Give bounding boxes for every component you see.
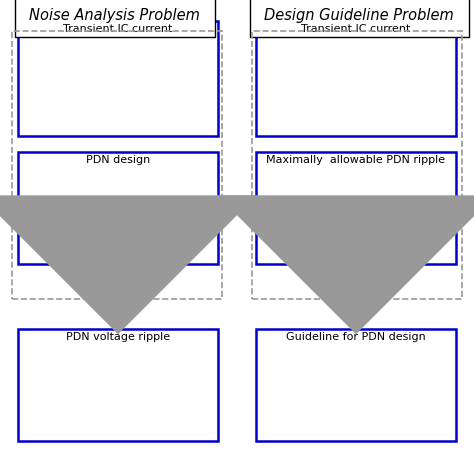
Text: Noise Analysis Problem: Noise Analysis Problem (29, 8, 200, 23)
X-axis label: time: time (108, 110, 130, 120)
Y-axis label: Current: Current (36, 55, 46, 91)
Y-axis label: Current: Current (274, 55, 284, 91)
X-axis label: Time: Time (347, 241, 371, 251)
X-axis label: time: time (346, 110, 368, 120)
Text: Transient IC current: Transient IC current (301, 24, 410, 34)
Y-axis label: Impedance: Impedance (35, 176, 45, 230)
Text: Target impedance: Target impedance (326, 352, 402, 361)
Text: PDN voltage ripple: PDN voltage ripple (66, 331, 170, 341)
Text: Guideline for PDN design: Guideline for PDN design (286, 331, 426, 341)
Y-axis label: Impedance: Impedance (271, 354, 281, 408)
Y-axis label: Voltage: Voltage (273, 185, 283, 222)
Text: Design Guideline Problem: Design Guideline Problem (264, 8, 454, 23)
Text: PDN Impedance: PDN Impedance (93, 202, 165, 211)
X-axis label: Frequency: Frequency (95, 241, 145, 251)
Y-axis label: Voltage: Voltage (33, 363, 43, 400)
Text: Transient IC current: Transient IC current (64, 24, 173, 34)
Text: Maximally  allowable PDN ripple: Maximally allowable PDN ripple (266, 155, 446, 165)
Text: PDN design: PDN design (86, 155, 150, 165)
Text: PDN Impedance: PDN Impedance (326, 389, 394, 398)
X-axis label: Time: Time (108, 419, 132, 429)
X-axis label: Frequency: Frequency (336, 419, 386, 429)
